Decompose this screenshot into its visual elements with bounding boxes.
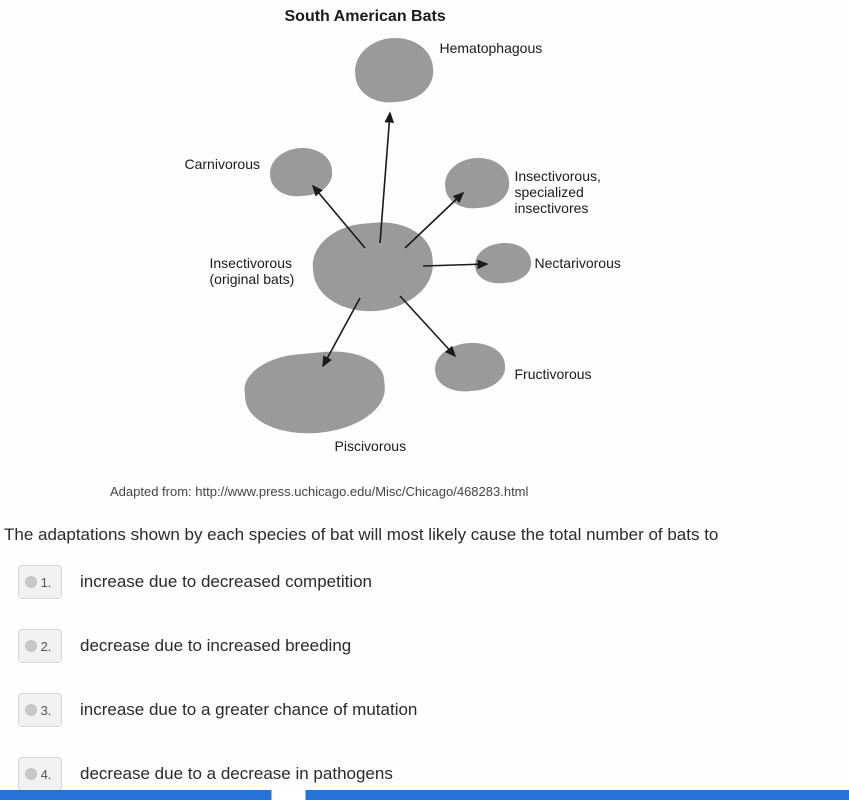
option-text: decrease due to a decrease in pathogens	[80, 764, 393, 784]
illustration-original-bat	[309, 218, 436, 316]
illustration-piscivorous	[241, 347, 387, 439]
diagram-title: South American Bats	[285, 8, 446, 26]
option-text: increase due to decreased competition	[80, 572, 372, 592]
illustration-hematophagous	[352, 35, 435, 106]
question-text: The adaptations shown by each species of…	[0, 525, 849, 545]
label-insectivorous-specialized-line3: insectivores	[515, 200, 589, 217]
label-nectarivorous: Nectarivorous	[535, 255, 621, 272]
option-number-box[interactable]: 4.	[18, 757, 62, 791]
citation-url: http://www.press.uchicago.edu/Misc/Chica…	[195, 484, 528, 499]
diagram-south-american-bats: South American Bats Hematophagous Carniv…	[75, 8, 775, 478]
option-text: increase due to a greater chance of muta…	[80, 700, 417, 720]
label-insectivorous-specialized-line1: Insectivorous,	[515, 168, 601, 185]
label-piscivorous: Piscivorous	[335, 438, 407, 455]
label-hematophagous: Hematophagous	[440, 40, 543, 57]
illustration-insectivorous-specialized	[442, 155, 510, 210]
illustration-carnivorous	[268, 145, 334, 198]
option-number: 1.	[41, 575, 52, 590]
option-number-box[interactable]: 2.	[18, 629, 62, 663]
page: South American Bats Hematophagous Carniv…	[0, 0, 849, 800]
label-fructivorous: Fructivorous	[515, 366, 592, 383]
label-carnivorous: Carnivorous	[185, 156, 260, 173]
option-3[interactable]: 3. increase due to a greater chance of m…	[18, 693, 849, 727]
option-number-box[interactable]: 3.	[18, 693, 62, 727]
label-insectivorous-original-line1: Insectivorous	[210, 255, 292, 272]
options-list: 1. increase due to decreased competition…	[18, 565, 849, 791]
option-number: 2.	[41, 639, 52, 654]
bottom-progress-bar	[0, 790, 849, 800]
illustration-fructivorous	[433, 340, 507, 394]
label-insectivorous-specialized-line2: specialized	[515, 184, 584, 201]
illustration-nectarivorous	[473, 241, 532, 286]
option-4[interactable]: 4. decrease due to a decrease in pathoge…	[18, 757, 849, 791]
option-number: 3.	[41, 703, 52, 718]
option-2[interactable]: 2. decrease due to increased breeding	[18, 629, 849, 663]
option-number: 4.	[41, 767, 52, 782]
option-number-box[interactable]: 1.	[18, 565, 62, 599]
option-text: decrease due to increased breeding	[80, 636, 351, 656]
label-insectivorous-original-line2: (original bats)	[210, 271, 295, 288]
citation-prefix: Adapted from:	[110, 484, 195, 499]
option-1[interactable]: 1. increase due to decreased competition	[18, 565, 849, 599]
diagram-citation: Adapted from: http://www.press.uchicago.…	[110, 484, 849, 499]
